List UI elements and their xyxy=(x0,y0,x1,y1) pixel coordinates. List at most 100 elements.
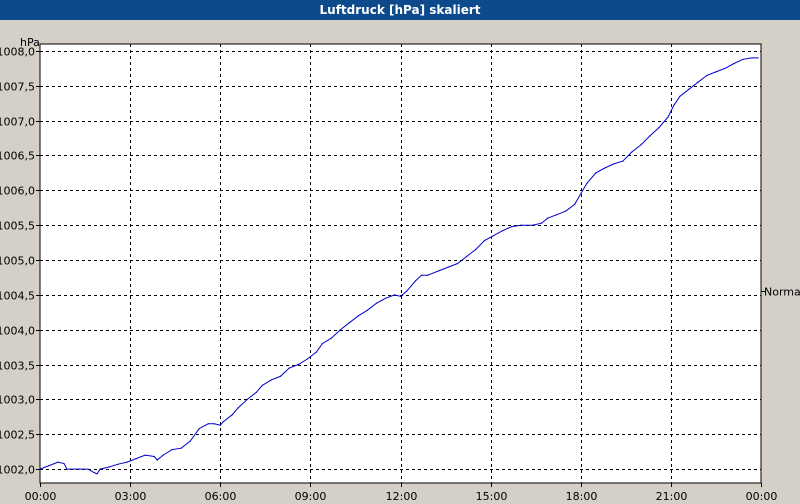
data-point xyxy=(66,468,68,470)
data-point xyxy=(742,58,744,60)
data-point xyxy=(108,466,110,468)
data-point xyxy=(426,274,429,276)
data-point xyxy=(724,67,726,69)
data-point xyxy=(640,144,642,146)
data-point xyxy=(153,455,155,458)
data-point xyxy=(63,462,65,465)
data-point xyxy=(96,473,98,475)
data-point xyxy=(213,423,215,425)
data-point xyxy=(511,226,513,228)
data-point xyxy=(255,391,257,393)
y-tick-label: 1003,5 xyxy=(0,360,35,373)
y-tick-label: 1006,0 xyxy=(0,185,35,198)
y-tick-label: 1002,0 xyxy=(0,464,35,477)
data-point xyxy=(189,440,191,442)
data-point xyxy=(733,62,735,65)
data-point xyxy=(366,309,369,311)
data-point xyxy=(279,375,281,377)
reference-line-group: Normal xyxy=(761,286,800,299)
y-tick-label: 1006,5 xyxy=(0,150,35,163)
data-point xyxy=(595,172,597,174)
x-tick-time-label: 18:00 xyxy=(566,490,598,500)
data-point xyxy=(180,447,182,449)
data-point xyxy=(207,423,209,425)
y-tick-label: 1003,0 xyxy=(0,394,35,407)
x-tick-time-label: 06:00 xyxy=(205,490,237,500)
data-point xyxy=(604,167,606,169)
data-point xyxy=(57,461,59,463)
data-point xyxy=(261,384,263,386)
data-point xyxy=(631,151,633,153)
data-point xyxy=(288,367,290,369)
data-point xyxy=(580,193,582,195)
x-tick-time-label: 09:00 xyxy=(295,490,327,500)
y-tick-label: 1007,0 xyxy=(0,116,35,129)
data-point xyxy=(688,88,690,90)
data-point xyxy=(222,421,224,423)
data-point xyxy=(162,454,164,456)
data-point xyxy=(171,449,173,451)
data-point xyxy=(613,163,615,165)
data-point xyxy=(520,224,522,226)
data-point xyxy=(565,210,567,212)
y-tick-label: 1004,5 xyxy=(0,290,35,303)
data-point xyxy=(231,414,233,416)
data-point xyxy=(117,463,119,465)
data-point xyxy=(144,454,146,456)
data-point xyxy=(532,224,534,226)
data-point xyxy=(93,471,95,474)
data-point xyxy=(384,297,387,299)
data-point xyxy=(484,239,486,242)
x-tick-time-label: 21:00 xyxy=(656,490,688,500)
y-tick-label: 1002,5 xyxy=(0,429,35,442)
data-point xyxy=(348,322,350,324)
data-point xyxy=(297,363,299,366)
window-title: Luftdruck [hPa] skaliert xyxy=(0,0,800,20)
data-point xyxy=(466,255,468,258)
data-point xyxy=(399,295,402,297)
data-point xyxy=(420,274,423,276)
data-point xyxy=(156,459,158,461)
data-point xyxy=(330,337,332,339)
data-point xyxy=(357,315,359,317)
data-point xyxy=(673,104,675,106)
x-tick-time-label: 03:00 xyxy=(115,490,147,500)
pressure-chart: Normal 1002,0 1002,5 1003,0 1003,5 1004,0 100… xyxy=(0,36,800,503)
x-tick-time-label: 12:00 xyxy=(386,490,418,500)
data-point xyxy=(475,249,477,251)
data-point xyxy=(99,468,101,470)
data-point xyxy=(393,294,396,296)
data-point xyxy=(306,358,308,360)
grid-lines xyxy=(36,44,762,487)
data-point xyxy=(448,266,450,268)
data-point xyxy=(270,379,272,381)
reference-line-label: Normal xyxy=(764,286,800,299)
y-tick-label: 1008,0 xyxy=(0,46,35,59)
data-point xyxy=(246,398,248,400)
data-point xyxy=(493,235,495,237)
data-point xyxy=(39,468,41,470)
data-point xyxy=(757,57,759,59)
data-point xyxy=(439,269,441,272)
data-point xyxy=(586,182,588,184)
data-point xyxy=(87,468,89,470)
series-group xyxy=(39,57,759,475)
data-point xyxy=(649,135,651,137)
data-point xyxy=(78,468,80,470)
y-tick-label: 1005,5 xyxy=(0,220,35,233)
x-tick-time-label: 15:00 xyxy=(476,490,508,500)
data-point xyxy=(198,428,200,430)
data-point xyxy=(126,461,128,463)
data-point xyxy=(706,74,708,76)
x-tick-time-label: 00:00 xyxy=(25,490,57,500)
data-point xyxy=(339,329,341,331)
y-tick-label: 1007,5 xyxy=(0,81,35,94)
data-point xyxy=(237,407,239,409)
data-point xyxy=(715,71,717,73)
plot-area xyxy=(39,43,762,484)
data-point xyxy=(556,214,558,216)
data-point xyxy=(658,127,660,129)
data-point xyxy=(679,95,681,97)
data-point xyxy=(502,230,504,232)
